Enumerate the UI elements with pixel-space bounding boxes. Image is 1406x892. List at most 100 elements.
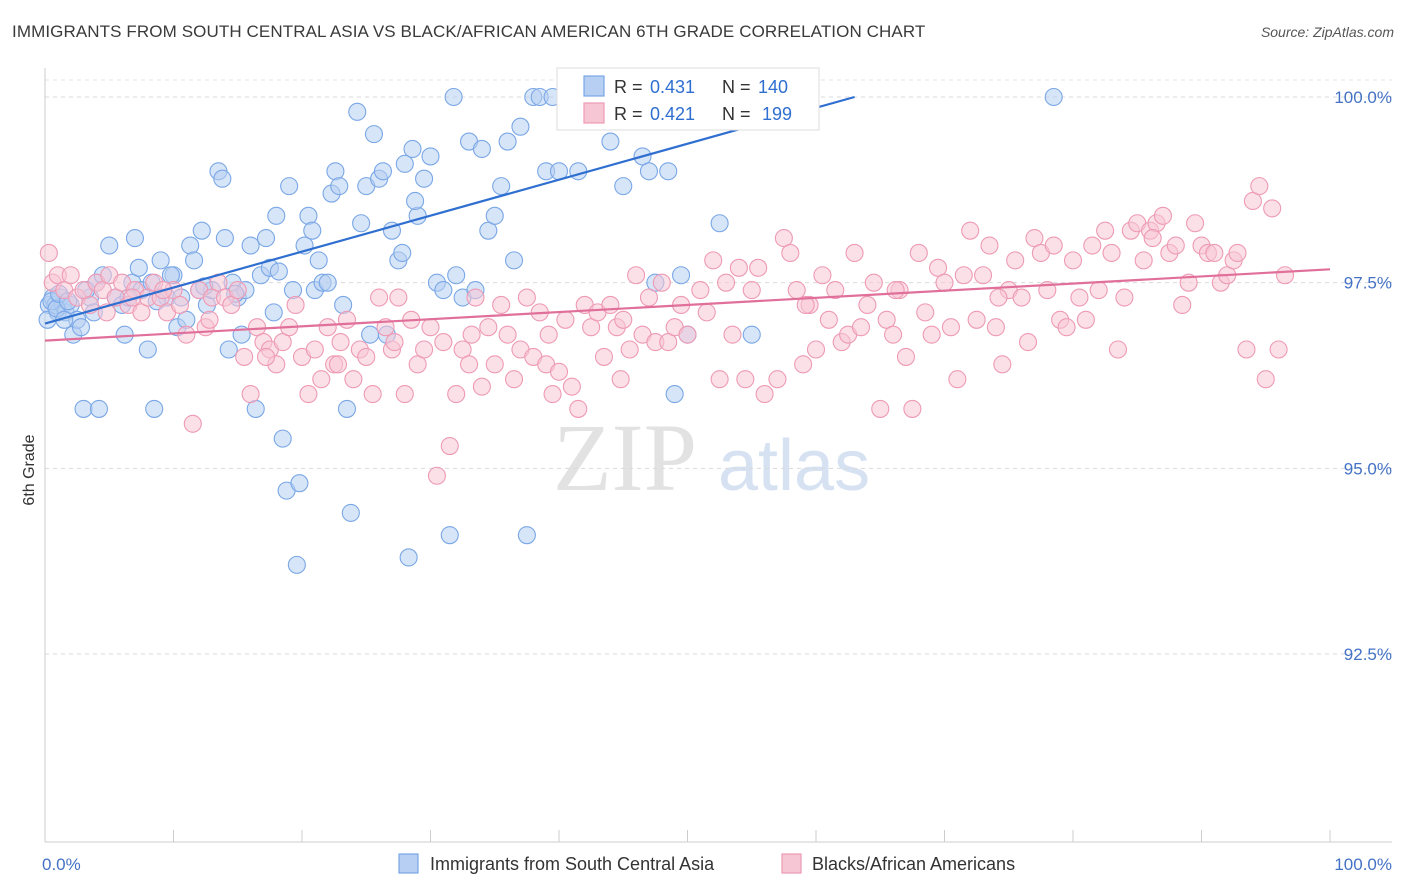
blue-point bbox=[639, 162, 659, 181]
pink-point bbox=[39, 243, 58, 263]
pink-point bbox=[794, 355, 813, 374]
pink-point bbox=[1269, 340, 1288, 359]
pink-point bbox=[459, 355, 479, 374]
pink-point bbox=[639, 288, 659, 307]
pink-point bbox=[235, 347, 254, 366]
pink-point bbox=[331, 333, 350, 352]
legend-n-value-2: 199 bbox=[762, 104, 792, 124]
pink-point bbox=[704, 251, 723, 270]
pink-point bbox=[1153, 206, 1172, 225]
pink-point bbox=[986, 318, 1005, 337]
pink-point bbox=[903, 399, 922, 418]
blue-point bbox=[115, 325, 134, 344]
blue-point bbox=[382, 221, 402, 240]
blue-point bbox=[393, 243, 412, 263]
pink-point bbox=[973, 266, 993, 285]
blue-point bbox=[472, 139, 491, 159]
pink-point bbox=[337, 310, 357, 329]
pink-point bbox=[1096, 221, 1115, 240]
legend-n-value-1: 140 bbox=[758, 77, 788, 97]
pink-point bbox=[813, 266, 832, 285]
blue-point bbox=[665, 385, 684, 404]
blue-point bbox=[299, 206, 318, 225]
pink-point bbox=[1275, 266, 1295, 285]
y-tick-label-0: 100.0% bbox=[1334, 88, 1392, 107]
x-tick-label-0: 0.0% bbox=[42, 855, 81, 874]
blue-point bbox=[303, 221, 322, 240]
pink-point bbox=[440, 437, 459, 456]
pink-point bbox=[299, 385, 318, 404]
pink-point bbox=[993, 355, 1012, 374]
pink-point bbox=[569, 399, 588, 418]
bottom-legend-swatch-pink bbox=[781, 853, 802, 874]
blue-point bbox=[161, 266, 180, 285]
pink-point bbox=[1083, 236, 1102, 255]
pink-point bbox=[1102, 243, 1121, 263]
blue-point bbox=[273, 429, 292, 448]
pink-point bbox=[472, 377, 491, 396]
blue-point bbox=[185, 251, 204, 270]
blue-point bbox=[1044, 87, 1063, 107]
blue-point bbox=[287, 555, 306, 574]
pink-point bbox=[819, 310, 838, 329]
blue-point bbox=[352, 214, 371, 233]
blue-point bbox=[241, 236, 260, 255]
pink-point bbox=[370, 288, 389, 307]
pink-point bbox=[1256, 370, 1275, 389]
pink-point bbox=[755, 385, 774, 404]
pink-point bbox=[614, 310, 633, 329]
pink-point bbox=[421, 318, 440, 337]
blue-point bbox=[280, 177, 299, 196]
pink-point bbox=[935, 273, 954, 292]
blue-point bbox=[181, 236, 200, 255]
blue-point bbox=[601, 132, 620, 151]
blue-point bbox=[290, 474, 309, 493]
pink-point bbox=[385, 333, 404, 352]
pink-point bbox=[462, 325, 481, 344]
blue-point bbox=[399, 548, 418, 567]
pink-point bbox=[1115, 288, 1134, 307]
pink-point bbox=[1205, 243, 1224, 263]
pink-point bbox=[922, 325, 941, 344]
blue-point bbox=[213, 169, 232, 188]
pink-point bbox=[620, 340, 639, 359]
blue-point bbox=[485, 206, 504, 225]
pink-point bbox=[1134, 251, 1153, 270]
legend-r-label-2: R = bbox=[614, 104, 643, 124]
pink-point bbox=[549, 362, 569, 381]
blue-point bbox=[337, 399, 357, 418]
pink-point bbox=[896, 347, 916, 366]
pink-point bbox=[61, 266, 80, 285]
pink-point bbox=[183, 414, 202, 433]
blue-point bbox=[421, 147, 440, 166]
pink-point bbox=[395, 385, 414, 404]
pink-point bbox=[1057, 318, 1076, 337]
pink-point bbox=[601, 295, 620, 314]
pink-point bbox=[980, 236, 999, 255]
blue-point bbox=[447, 266, 466, 285]
blue-point bbox=[129, 258, 148, 277]
pink-point bbox=[200, 310, 219, 329]
pink-point bbox=[539, 325, 558, 344]
blue-point bbox=[511, 117, 530, 136]
pink-point bbox=[415, 340, 434, 359]
pink-point bbox=[1018, 333, 1038, 352]
y-tick-label-2: 95.0% bbox=[1344, 459, 1392, 478]
pink-point bbox=[485, 355, 504, 374]
legend-swatch-pink bbox=[583, 102, 605, 124]
pink-point bbox=[909, 243, 928, 263]
pink-point bbox=[729, 258, 748, 277]
chart-title: IMMIGRANTS FROM SOUTH CENTRAL ASIA VS BL… bbox=[12, 22, 926, 41]
pink-point bbox=[318, 318, 337, 337]
pink-point bbox=[826, 281, 845, 300]
pink-point bbox=[781, 243, 800, 263]
blue-point bbox=[318, 273, 337, 292]
pink-point bbox=[967, 310, 986, 329]
pink-point bbox=[858, 295, 877, 314]
blue-point bbox=[267, 206, 286, 225]
pink-point bbox=[1186, 214, 1205, 233]
pink-point bbox=[871, 399, 890, 418]
pink-point bbox=[749, 258, 768, 277]
pink-point bbox=[652, 273, 671, 292]
